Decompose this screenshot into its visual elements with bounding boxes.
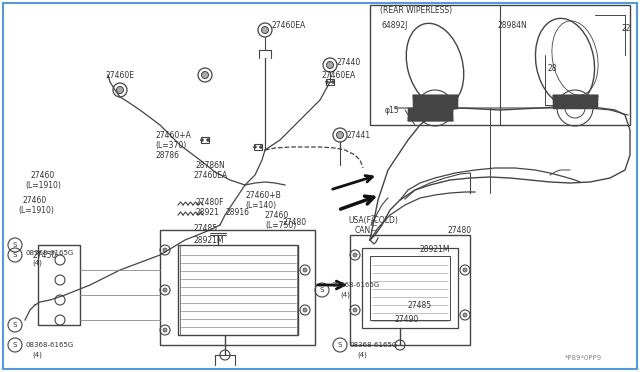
Text: 27485: 27485: [193, 224, 217, 232]
Circle shape: [326, 80, 328, 83]
Text: S: S: [13, 322, 17, 328]
Text: (L=1910): (L=1910): [18, 205, 54, 215]
Text: 28786N: 28786N: [195, 160, 225, 170]
Text: 27460EA: 27460EA: [193, 170, 227, 180]
Circle shape: [200, 138, 204, 141]
Text: 28921M: 28921M: [420, 246, 451, 254]
Bar: [350, 235, 470, 345]
Bar: [326, 79, 334, 85]
Circle shape: [303, 308, 307, 312]
Circle shape: [262, 26, 269, 33]
Circle shape: [463, 268, 467, 272]
Text: 27460E: 27460E: [105, 71, 134, 80]
Text: 28984N: 28984N: [498, 20, 528, 29]
Text: 27460EA: 27460EA: [322, 71, 356, 80]
Text: 22: 22: [622, 23, 632, 32]
Circle shape: [207, 138, 209, 141]
Text: 27480: 27480: [283, 218, 307, 227]
Text: (4): (4): [357, 352, 367, 358]
Circle shape: [303, 268, 307, 272]
Text: 28: 28: [548, 64, 557, 73]
Text: 27450: 27450: [32, 250, 56, 260]
Text: S: S: [320, 287, 324, 293]
Text: (L=370): (L=370): [155, 141, 186, 150]
Circle shape: [163, 328, 167, 332]
Bar: [38, 245, 80, 325]
Text: S: S: [13, 252, 17, 258]
Text: *P89*0PP9: *P89*0PP9: [565, 355, 602, 361]
Bar: [201, 137, 209, 143]
Circle shape: [337, 131, 344, 138]
Circle shape: [116, 87, 124, 93]
Bar: [370, 256, 450, 320]
Text: 27440: 27440: [337, 58, 361, 67]
Text: 27490: 27490: [395, 315, 419, 324]
Text: 08368-6165G: 08368-6165G: [350, 342, 398, 348]
Text: 27480F: 27480F: [195, 198, 223, 206]
Bar: [362, 248, 458, 328]
Text: 08368-6165G: 08368-6165G: [332, 282, 380, 288]
Text: 27460: 27460: [22, 196, 46, 205]
Text: 28786: 28786: [155, 151, 179, 160]
Text: 08368-6165G: 08368-6165G: [25, 342, 73, 348]
Circle shape: [202, 71, 209, 78]
Circle shape: [353, 253, 357, 257]
Text: USA(F/COLD): USA(F/COLD): [348, 215, 398, 224]
Text: S: S: [13, 342, 17, 348]
Text: S: S: [338, 342, 342, 348]
Circle shape: [332, 80, 335, 83]
Text: CAN: CAN: [355, 225, 371, 234]
Text: (4): (4): [32, 352, 42, 358]
Bar: [370, 5, 630, 125]
Text: 27460: 27460: [30, 170, 54, 180]
Circle shape: [163, 248, 167, 252]
Text: 27460EA: 27460EA: [272, 20, 307, 29]
Circle shape: [259, 145, 262, 148]
Circle shape: [463, 313, 467, 317]
Text: 28916: 28916: [225, 208, 249, 217]
Circle shape: [253, 145, 257, 148]
Text: 27480: 27480: [448, 225, 472, 234]
Text: S: S: [13, 242, 17, 248]
Circle shape: [353, 308, 357, 312]
Text: 27460: 27460: [265, 211, 289, 219]
Circle shape: [163, 288, 167, 292]
Bar: [178, 245, 298, 335]
Text: 27485: 27485: [408, 301, 432, 310]
Text: 27441: 27441: [347, 131, 371, 140]
Text: 64892J: 64892J: [382, 20, 408, 29]
Text: (REAR WIPERLESS): (REAR WIPERLESS): [380, 6, 452, 15]
Text: (L=750): (L=750): [265, 221, 296, 230]
Text: 27460+A: 27460+A: [155, 131, 191, 140]
Bar: [160, 230, 315, 345]
Bar: [254, 144, 262, 150]
Text: (L=1910): (L=1910): [25, 180, 61, 189]
Text: 27460+B: 27460+B: [245, 190, 281, 199]
Text: 28921M: 28921M: [193, 235, 223, 244]
Text: 28921: 28921: [195, 208, 219, 217]
Text: (4): (4): [340, 292, 350, 298]
Text: (4): (4): [32, 260, 42, 266]
Text: φ15: φ15: [385, 106, 399, 115]
Circle shape: [326, 61, 333, 68]
Text: 08368-6165G: 08368-6165G: [25, 250, 73, 256]
Text: (L=140): (L=140): [245, 201, 276, 209]
